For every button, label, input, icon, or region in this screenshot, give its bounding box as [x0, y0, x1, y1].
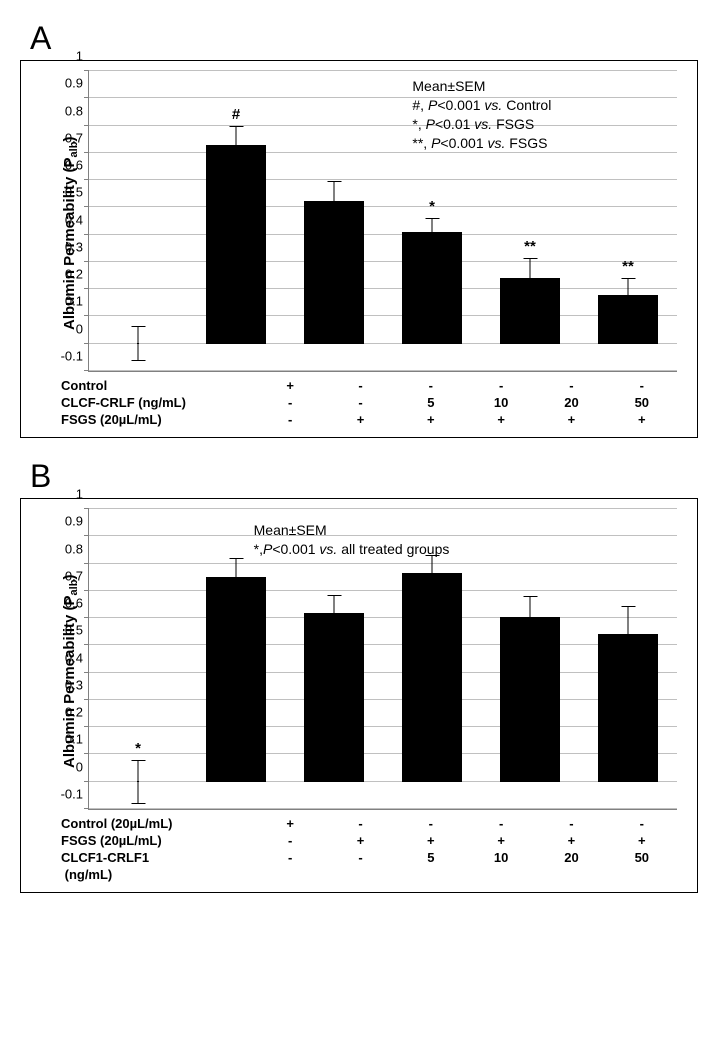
- bar: [402, 573, 463, 782]
- error-bar: [628, 278, 629, 311]
- x-cell: +: [325, 412, 395, 427]
- error-bar: [530, 258, 531, 299]
- bar: [206, 145, 267, 344]
- x-cell: -: [255, 395, 325, 410]
- x-cell: +: [466, 833, 536, 848]
- x-cell: +: [396, 412, 466, 427]
- chart-panel: Albumin Permeability (Palb)-0.100.10.20.…: [20, 60, 698, 438]
- y-tick-label: 0: [76, 759, 89, 774]
- error-bar: [138, 326, 139, 361]
- significance-label: *: [429, 198, 435, 215]
- x-cell: +: [466, 412, 536, 427]
- y-tick-label: 0.2: [65, 267, 89, 282]
- y-tick-label: 0.3: [65, 677, 89, 692]
- y-tick-label: 0.5: [65, 623, 89, 638]
- x-cell: -: [466, 378, 536, 393]
- x-cell: +: [396, 833, 466, 848]
- legend: Mean±SEM#, P<0.001 vs. Control*, P<0.01 …: [412, 77, 551, 153]
- y-tick-label: 0.4: [65, 212, 89, 227]
- error-bar: [432, 218, 433, 245]
- x-cell: -: [255, 850, 325, 865]
- error-bar: [628, 606, 629, 663]
- x-cell: 10: [466, 395, 536, 410]
- y-tick-label: -0.1: [61, 787, 89, 802]
- y-tick-label: 0.9: [65, 514, 89, 529]
- y-tick-label: 0.8: [65, 103, 89, 118]
- y-tick-label: 0.7: [65, 130, 89, 145]
- x-cell: +: [255, 378, 325, 393]
- legend: Mean±SEM*,P<0.001 vs. all treated groups: [254, 521, 450, 559]
- x-cell: +: [536, 833, 606, 848]
- y-tick-label: 0.2: [65, 705, 89, 720]
- y-tick-label: 0.8: [65, 541, 89, 556]
- error-bar: [530, 596, 531, 637]
- x-row: (ng/mL): [61, 867, 677, 882]
- significance-label: *: [135, 740, 141, 757]
- x-cell: -: [325, 850, 395, 865]
- y-tick-label: 0.5: [65, 185, 89, 200]
- x-row: CLCF1-CRLF1--5102050: [61, 850, 677, 865]
- x-cell: -: [325, 816, 395, 831]
- x-cell: -: [255, 412, 325, 427]
- x-cell: -: [255, 833, 325, 848]
- x-cell: 5: [396, 395, 466, 410]
- error-bar: [432, 555, 433, 590]
- bar: [304, 613, 365, 782]
- x-cell: -: [396, 816, 466, 831]
- x-cell: 50: [607, 850, 677, 865]
- plot-area: -0.100.10.20.30.40.50.60.70.80.91#*****M…: [88, 71, 677, 372]
- y-tick-label: 0.9: [65, 76, 89, 91]
- y-tick-label: 0.1: [65, 732, 89, 747]
- x-row: FSGS (20µL/mL)-+++++: [61, 412, 677, 427]
- error-bar: [236, 126, 237, 164]
- panel-label: B: [30, 458, 51, 495]
- x-cell: 20: [536, 850, 606, 865]
- x-cell: +: [536, 412, 606, 427]
- bar: [402, 232, 463, 344]
- x-cell: -: [607, 816, 677, 831]
- y-tick-label: 0.6: [65, 158, 89, 173]
- significance-label: **: [622, 258, 634, 275]
- bar: [206, 577, 267, 782]
- y-tick-label: 1: [76, 487, 89, 502]
- x-cell: 10: [466, 850, 536, 865]
- x-cell: -: [536, 378, 606, 393]
- error-bar: [138, 760, 139, 804]
- y-tick-label: -0.1: [61, 349, 89, 364]
- y-tick-label: 0: [76, 321, 89, 336]
- error-bar: [236, 558, 237, 596]
- x-cell: 50: [607, 395, 677, 410]
- error-bar: [334, 181, 335, 219]
- x-cell: +: [255, 816, 325, 831]
- significance-label: **: [524, 238, 536, 255]
- chart-panel: Albumin Permeability (Palb)-0.100.10.20.…: [20, 498, 698, 893]
- x-row: CLCF-CRLF (ng/mL)--5102050: [61, 395, 677, 410]
- y-tick-label: 0.1: [65, 294, 89, 309]
- x-cell: -: [536, 816, 606, 831]
- y-tick-label: 0.4: [65, 650, 89, 665]
- x-row: Control (20µL/mL)+-----: [61, 816, 677, 831]
- x-cell: -: [466, 816, 536, 831]
- plot-area: -0.100.10.20.30.40.50.60.70.80.91*Mean±S…: [88, 509, 677, 810]
- x-cell: -: [607, 378, 677, 393]
- x-cell: +: [607, 412, 677, 427]
- y-tick-label: 0.6: [65, 596, 89, 611]
- bar: [500, 617, 561, 782]
- x-cell: -: [325, 378, 395, 393]
- significance-label: #: [232, 106, 240, 123]
- error-bar: [334, 595, 335, 630]
- x-cell: -: [396, 378, 466, 393]
- bar: [304, 201, 365, 344]
- x-cell: 20: [536, 395, 606, 410]
- y-tick-label: 1: [76, 49, 89, 64]
- x-cell: -: [325, 395, 395, 410]
- x-cell: +: [607, 833, 677, 848]
- panel-label: A: [30, 20, 51, 57]
- x-row: FSGS (20µL/mL)-+++++: [61, 833, 677, 848]
- x-row: Control+-----: [61, 378, 677, 393]
- x-cell: 5: [396, 850, 466, 865]
- y-tick-label: 0.7: [65, 568, 89, 583]
- x-cell: +: [325, 833, 395, 848]
- y-tick-label: 0.3: [65, 239, 89, 254]
